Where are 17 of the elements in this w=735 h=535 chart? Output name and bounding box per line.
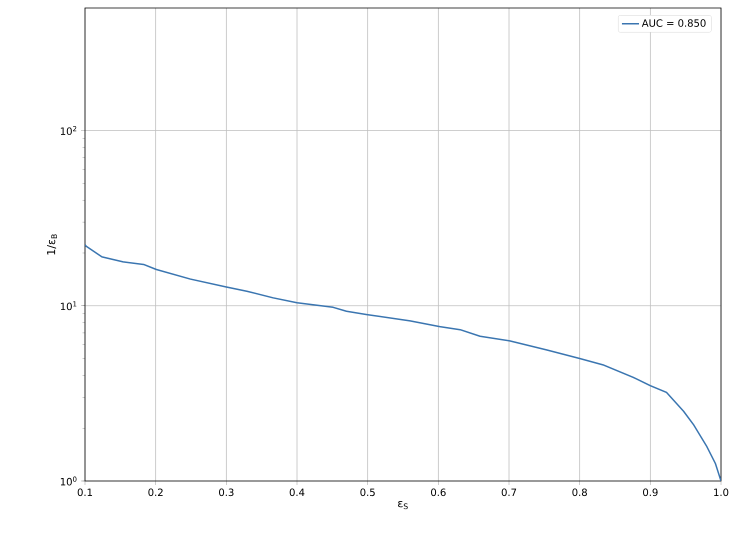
legend-label: AUC = 0.850 [642, 19, 706, 27]
y-tick-label: 10$^{2}$ [60, 126, 76, 135]
y-tick-label: 10$^{0}$ [60, 476, 76, 486]
x-tick-label: 0.6 [431, 488, 446, 496]
x-tick-label: 0.9 [643, 488, 658, 496]
x-tick-label: 0.8 [572, 488, 587, 496]
x-tick-label: 0.3 [219, 488, 234, 496]
x-tick-label: 0.1 [78, 488, 92, 496]
x-axis-title: ε$_{S}$ [398, 500, 408, 510]
y-axis-title: 1/ε$_{B}$ [47, 234, 57, 255]
x-tick-label: 0.7 [502, 488, 516, 496]
x-tick-label: 0.5 [360, 488, 375, 496]
y-tick-label: 10$^{1}$ [60, 301, 76, 310]
line-series [85, 244, 722, 481]
x-tick-label: 0.4 [290, 488, 304, 496]
x-tick-label: 0.2 [148, 488, 163, 496]
x-tick-label: 1.0 [714, 488, 728, 496]
